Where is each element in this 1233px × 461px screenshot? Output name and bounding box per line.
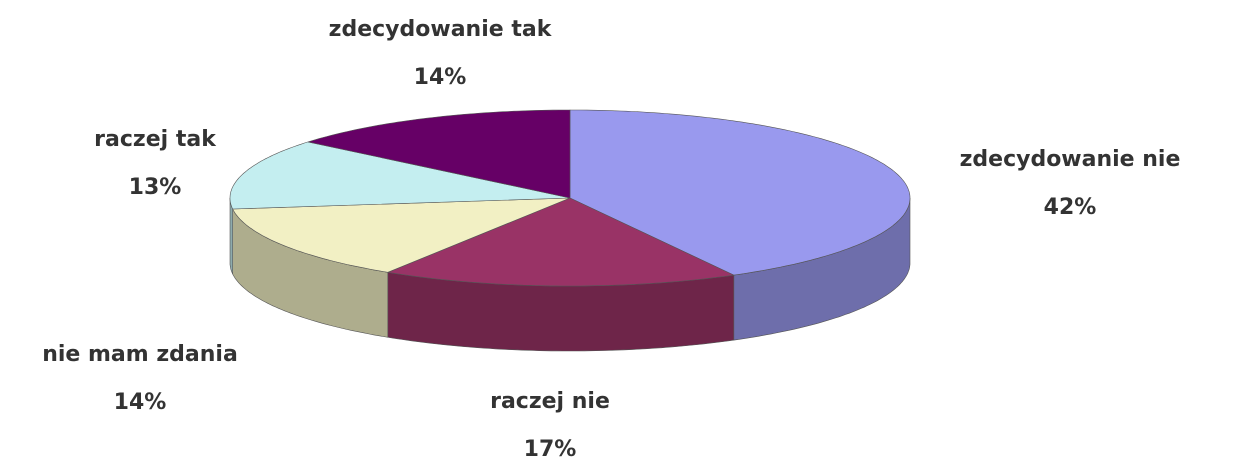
slice-label: nie mam zdania bbox=[42, 342, 238, 367]
slice-value: 13% bbox=[129, 175, 182, 200]
pie-slice bbox=[569, 109, 911, 276]
pie-slice bbox=[386, 197, 735, 287]
slice-label: zdecydowanie nie bbox=[960, 147, 1181, 172]
pie-slice bbox=[232, 197, 571, 273]
slice-value: 17% bbox=[524, 437, 577, 461]
slice-label: raczej tak bbox=[94, 127, 217, 152]
slice-value: 14% bbox=[114, 390, 167, 415]
pie-slice bbox=[229, 141, 571, 210]
slice-value: 14% bbox=[414, 65, 467, 90]
pie-side bbox=[229, 198, 233, 275]
slice-value: 42% bbox=[1044, 195, 1097, 220]
slice-label: zdecydowanie tak bbox=[329, 17, 553, 42]
slice-label: raczej nie bbox=[490, 389, 610, 414]
pie-slice bbox=[307, 109, 571, 199]
